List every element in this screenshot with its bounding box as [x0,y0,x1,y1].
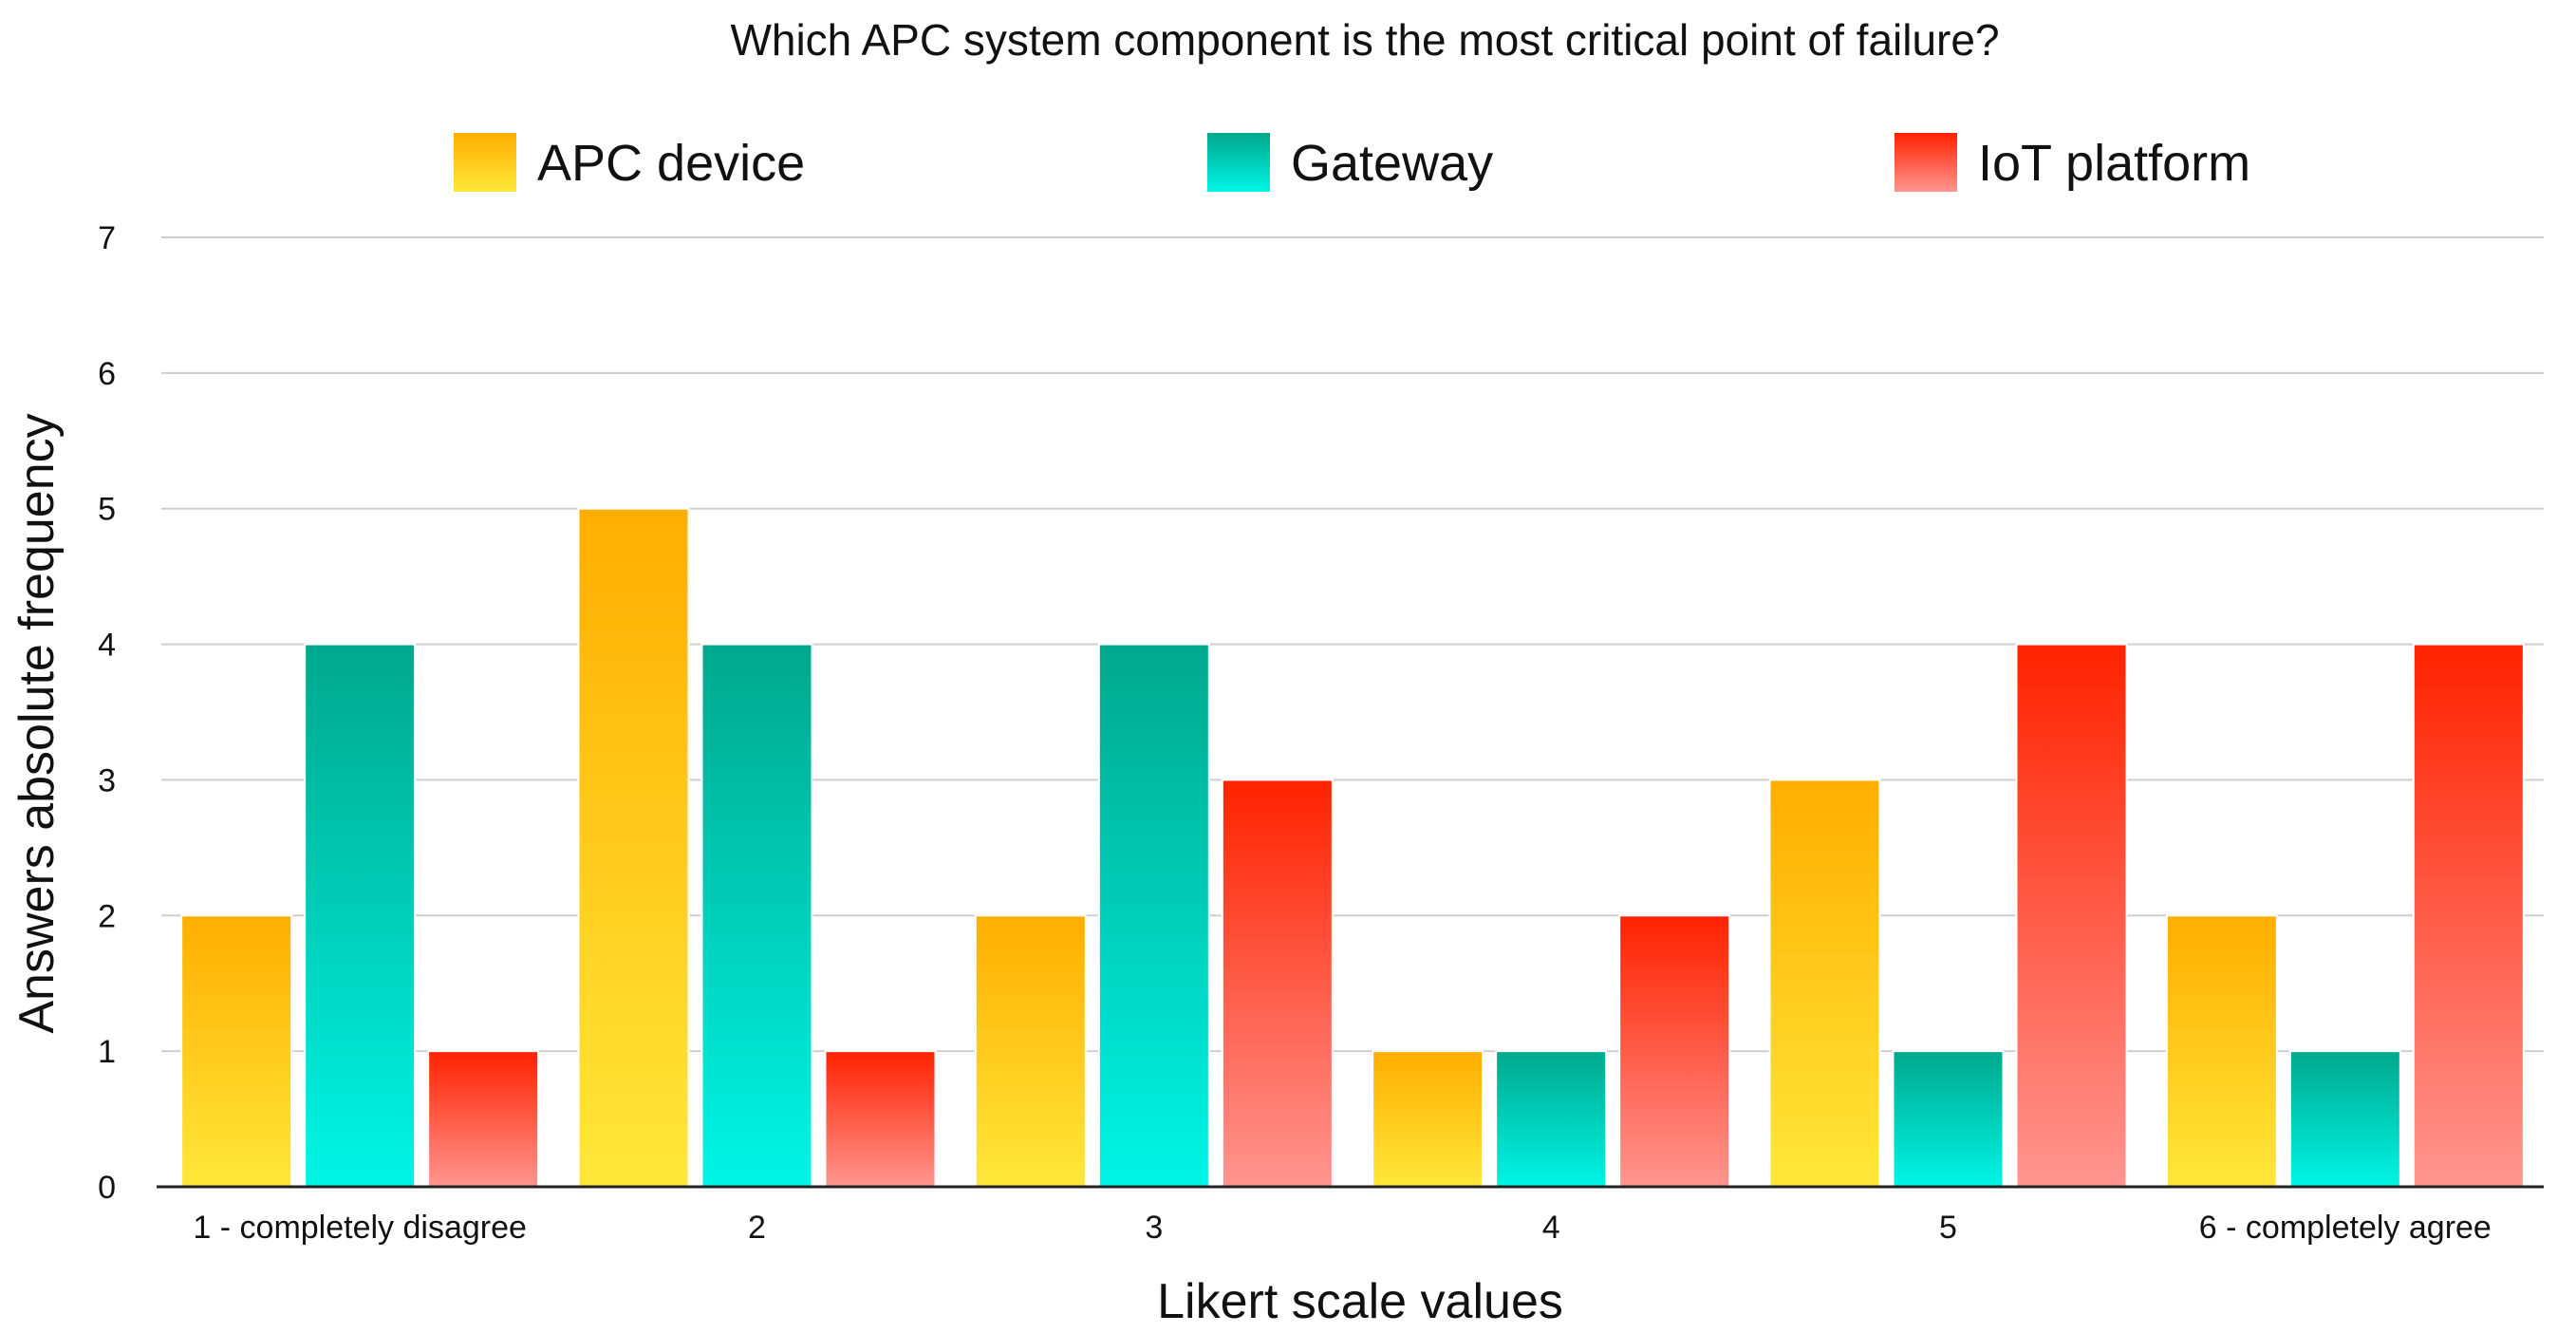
bar-2-2 [1221,779,1334,1189]
grid: 0 1 2 3 4 5 6 7 [98,220,2544,1206]
bar-2-5 [2412,643,2525,1188]
bar-1-4 [1892,1050,2005,1188]
bar-2-1 [824,1050,937,1188]
bar-1-5 [2288,1050,2401,1188]
bar-0-1 [577,507,690,1188]
bar-0-3 [1372,1050,1484,1188]
bar-0-2 [974,914,1087,1188]
bar-1-2 [1097,643,1210,1188]
x-tick-label: 3 [1145,1210,1163,1246]
x-tick-label: 6 - completely agree [2199,1210,2492,1246]
legend-swatch-0 [454,133,516,192]
legend-swatch-1 [1207,133,1270,192]
y-tick-label: 6 [98,356,116,392]
legend: APC device Gateway IoT platform [454,133,2250,192]
bar-1-1 [700,643,813,1188]
bar-2-4 [2015,643,2128,1188]
bar-1-0 [304,643,417,1188]
legend-label-0: APC device [537,135,805,192]
bars [180,507,2525,1189]
y-tick-label: 2 [98,898,116,934]
y-tick-label: 5 [98,492,116,528]
legend-label-1: Gateway [1291,135,1493,192]
x-tick-label: 4 [1542,1210,1560,1246]
chart-title: Which APC system component is the most c… [730,15,1999,65]
y-tick-label: 7 [98,220,116,256]
x-tick-label: 2 [748,1210,766,1246]
legend-swatch-2 [1895,133,1957,192]
legend-label-2: IoT platform [1978,135,2250,192]
bar-0-0 [180,914,293,1188]
y-tick-label: 4 [98,628,116,664]
bar-2-0 [427,1050,540,1188]
x-axis-title: Likert scale values [1157,1274,1563,1329]
x-tick-label: 1 - completely disagree [193,1210,527,1246]
y-tick-label: 0 [98,1170,116,1206]
bar-0-5 [2165,914,2278,1188]
bar-0-4 [1768,779,1881,1189]
y-tick-label: 1 [98,1034,116,1070]
bar-2-3 [1618,914,1731,1188]
x-axis-ticks: 1 - completely disagree 2 3 4 5 6 - completel… [193,1210,2491,1246]
bar-1-3 [1495,1050,1608,1188]
y-tick-label: 3 [98,762,116,798]
y-axis-title: Answers absolute frequency [9,413,65,1033]
x-tick-label: 5 [1939,1210,1957,1246]
